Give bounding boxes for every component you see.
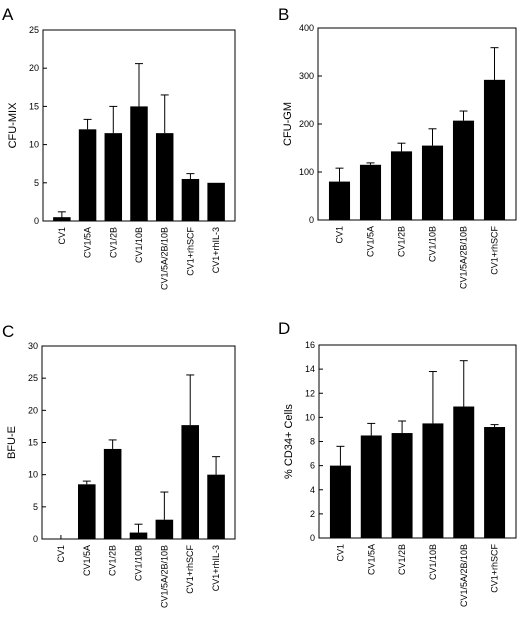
x-tick-label: CV1+rhSCF: [490, 226, 500, 275]
x-tick-label: CV1: [57, 227, 67, 245]
x-tick-label: CV1/5A: [366, 544, 376, 575]
bar: [391, 433, 413, 538]
y-tick-label: 5: [33, 502, 38, 512]
y-tick-label: 0: [309, 215, 314, 225]
y-tick-label: 16: [305, 340, 315, 350]
plot-frame: [41, 345, 236, 540]
y-tick-label: 300: [299, 71, 314, 81]
x-tick-label: CV1/5A: [82, 545, 92, 576]
x-tick-label: CV1: [335, 226, 345, 244]
x-tick-label: CV1/10B: [134, 227, 144, 263]
panel-letter: C: [2, 322, 14, 341]
x-tick-label: CV1: [335, 544, 345, 562]
y-axis-label: CFU-GM: [282, 102, 294, 146]
y-tick-label: 6: [310, 461, 315, 471]
bar: [484, 427, 506, 538]
bar: [421, 145, 444, 220]
x-tick-label: CV1/2B: [108, 227, 118, 258]
y-tick-label: 25: [29, 25, 39, 35]
bar: [390, 151, 413, 220]
x-tick-label: CV1/5A/2B/10B: [160, 227, 170, 290]
y-tick-label: 10: [28, 470, 38, 480]
y-tick-label: 0: [310, 533, 315, 543]
bar: [360, 435, 382, 538]
bar: [359, 164, 382, 220]
x-tick-label: CV1/2B: [397, 226, 407, 257]
bar: [453, 406, 475, 538]
y-tick-label: 0: [33, 534, 38, 544]
y-tick-label: 20: [28, 405, 38, 415]
bar: [181, 178, 200, 221]
bar: [207, 474, 225, 539]
bar: [422, 423, 444, 538]
y-tick-label: 25: [28, 373, 38, 383]
y-tick-label: 10: [29, 140, 39, 150]
y-tick-label: 20: [29, 63, 39, 73]
y-tick-label: 4: [310, 485, 315, 495]
y-tick-label: 14: [305, 364, 315, 374]
panel-b: B 0 100 200 300 400 CFU-GM CV1 CV1/5A CV1/2B CV1/1…: [278, 5, 517, 289]
x-tick-label: CV1/2B: [397, 544, 407, 575]
bar: [181, 425, 200, 539]
panel-d: D 0 2 4 6 8 10 12 14 16 % CD34+ Cells CV1 CV1/5A CV1/…: [278, 319, 517, 607]
y-axis-label: % CD34+ Cells: [283, 404, 295, 479]
x-tick-label: CV1/5A/2B/10B: [159, 545, 169, 608]
bar: [155, 133, 174, 221]
bar: [483, 79, 506, 220]
x-tick-label: CV1/10B: [428, 544, 438, 580]
panel-letter: D: [278, 319, 290, 338]
bar: [207, 182, 225, 221]
x-tick-label: CV1/10B: [428, 226, 438, 262]
panel-letter: A: [2, 5, 14, 24]
bar: [155, 519, 174, 539]
x-tick-label: CV1/5A/2B/10B: [459, 226, 469, 289]
bar: [130, 106, 148, 221]
y-tick-label: 400: [299, 23, 314, 33]
x-tick-label: CV1+rhSCF: [185, 227, 195, 276]
y-tick-label: 2: [310, 509, 315, 519]
x-tick-label: CV1+rhSCF: [185, 545, 195, 594]
y-axis-label: BFU-E: [6, 426, 18, 459]
bar: [78, 129, 97, 221]
y-axis-label: CFU-MIX: [7, 102, 19, 148]
bar: [103, 448, 122, 539]
bar: [452, 120, 475, 220]
y-tick-label: 15: [29, 101, 39, 111]
bar: [329, 465, 351, 538]
x-tick-label: CV1+rhIL-3: [211, 545, 221, 591]
y-tick-label: 200: [299, 119, 314, 129]
y-tick-label: 100: [299, 167, 314, 177]
panel-letter: B: [278, 5, 289, 24]
y-tick-label: 8: [310, 437, 315, 447]
x-tick-label: CV1+rhIL-3: [211, 227, 221, 273]
x-tick-label: CV1/5A: [83, 227, 93, 258]
x-tick-label: CV1: [56, 545, 66, 563]
bar: [77, 484, 96, 539]
y-tick-label: 5: [34, 178, 39, 188]
x-tick-label: CV1/5A: [366, 226, 376, 257]
y-tick-label: 12: [305, 388, 315, 398]
x-tick-label: CV1/2B: [108, 545, 118, 576]
y-tick-label: 10: [305, 412, 315, 422]
x-tick-label: CV1/10B: [134, 545, 144, 581]
bar: [104, 133, 123, 221]
panel-a: A 0 5 10 15 20 25 CFU-MIX CV1 CV1/5A CV1/2B CV1/10B…: [2, 5, 236, 290]
bar: [328, 181, 351, 220]
x-tick-label: CV1+rhSCF: [490, 544, 500, 593]
x-tick-label: CV1/5A/2B/10B: [459, 544, 469, 607]
y-tick-label: 15: [28, 438, 38, 448]
y-tick-label: 30: [28, 341, 38, 351]
panel-c: C 0 5 10 15 20 25 30 BFU-E CV1 CV1/5A CV1/2B CV1/10B…: [2, 322, 236, 608]
y-tick-label: 0: [34, 216, 39, 226]
